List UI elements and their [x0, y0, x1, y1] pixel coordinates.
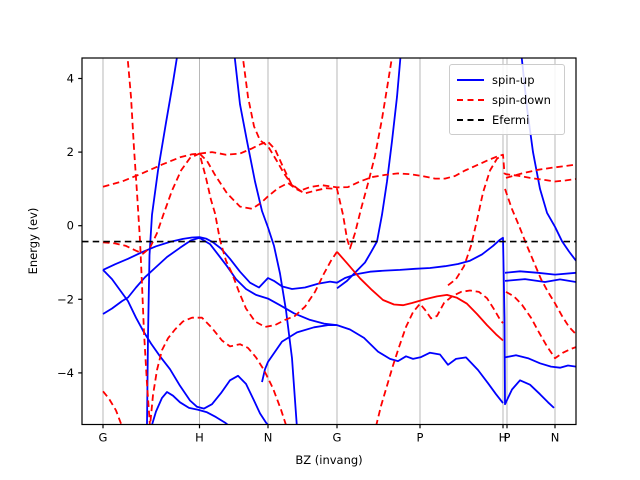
band-spin-up — [102, 269, 269, 425]
band-spin-down — [375, 289, 504, 425]
spin-up-line-sample — [457, 79, 484, 81]
band-spin-up — [504, 278, 576, 283]
band-spin-down — [336, 251, 504, 342]
y-axis-label: Energy (ev) — [26, 207, 40, 275]
tick-marks — [78, 77, 556, 429]
x-axis-label: BZ (invang) — [295, 453, 363, 467]
band-spin-down — [126, 58, 287, 425]
band-spin-down — [447, 153, 504, 287]
band-spin-down — [504, 188, 576, 335]
y-tick-label: −4 — [57, 366, 74, 380]
band-spin-down — [505, 163, 576, 179]
x-tick-label: P — [504, 431, 511, 445]
band-spin-down — [102, 152, 338, 328]
legend-label: Efermi — [492, 113, 530, 127]
x-tick-label: P — [417, 431, 424, 445]
x-tick-label: G — [333, 431, 342, 445]
band-spin-down — [505, 291, 576, 360]
legend-label: spin-up — [492, 73, 535, 87]
legend-entry-Efermi: Efermi — [457, 110, 556, 130]
x-tick-label: N — [264, 431, 273, 445]
legend-label: spin-down — [492, 93, 551, 107]
band-spin-down — [102, 390, 123, 425]
band-spin-up — [146, 58, 178, 425]
band-spin-up — [233, 58, 298, 425]
legend-entry-spin-down: spin-down — [457, 90, 556, 110]
band-spin-up — [261, 324, 337, 383]
x-tick-label: G — [99, 431, 108, 445]
band-spin-up — [151, 391, 229, 425]
band-spin-up — [102, 236, 504, 404]
y-tick-label: 4 — [67, 72, 74, 86]
band-spin-down — [242, 58, 303, 193]
band-spin-up — [504, 354, 576, 369]
axes-spines — [81, 57, 577, 426]
x-tick-label: H — [499, 431, 508, 445]
Efermi-line-sample — [457, 119, 484, 121]
band-spin-down — [199, 140, 576, 192]
y-tick-label: 2 — [67, 145, 74, 159]
band-spin-up — [504, 270, 576, 276]
band-spin-up — [102, 236, 555, 409]
spin-down-line-sample — [457, 99, 484, 101]
band-spin-down — [102, 58, 393, 250]
band-spin-up — [336, 58, 402, 290]
legend-entry-spin-up: spin-up — [457, 70, 556, 90]
legend: spin-up spin-down Efermi — [449, 64, 565, 135]
x-tick-label: N — [551, 431, 560, 445]
y-tick-label: −2 — [57, 292, 74, 306]
y-tick-label: 0 — [67, 219, 74, 233]
x-tick-label: H — [195, 431, 204, 445]
